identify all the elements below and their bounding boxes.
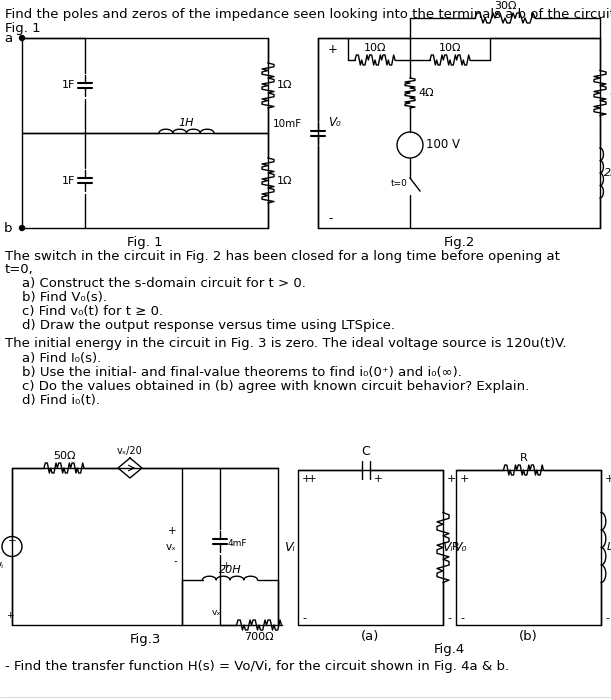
Text: 10Ω: 10Ω xyxy=(364,43,386,53)
Text: c) Do the values obtained in (b) agree with known circuit behavior? Explain.: c) Do the values obtained in (b) agree w… xyxy=(22,380,529,393)
Text: d) Find i₀(t).: d) Find i₀(t). xyxy=(22,394,100,407)
Text: b) Find V₀(s).: b) Find V₀(s). xyxy=(22,291,107,304)
Text: Fig.3: Fig.3 xyxy=(130,633,161,646)
Text: -: - xyxy=(328,212,332,225)
Text: -: - xyxy=(174,556,177,566)
Text: +: + xyxy=(460,474,469,484)
Text: 1F: 1F xyxy=(62,176,75,186)
Text: c) Find v₀(t) for t ≥ 0.: c) Find v₀(t) for t ≥ 0. xyxy=(22,305,163,318)
Text: t=0: t=0 xyxy=(391,179,408,188)
Text: 1F: 1F xyxy=(62,80,75,90)
Text: C: C xyxy=(361,445,370,458)
Text: +: + xyxy=(308,474,316,484)
Text: 100 V: 100 V xyxy=(426,139,460,151)
Text: - Find the transfer function H(s) = Vo/Vi, for the circuit shown in Fig. 4a & b.: - Find the transfer function H(s) = Vo/V… xyxy=(5,660,509,673)
Text: -: - xyxy=(302,613,306,623)
Text: 50Ω: 50Ω xyxy=(53,451,75,461)
Text: 1Ω: 1Ω xyxy=(277,80,293,90)
Circle shape xyxy=(20,36,24,41)
Text: t=0,: t=0, xyxy=(5,263,34,276)
Text: 20H: 20H xyxy=(219,565,241,575)
Text: +: + xyxy=(605,474,611,484)
Text: Vᵢ: Vᵢ xyxy=(284,541,295,554)
Text: 4mF: 4mF xyxy=(228,539,247,548)
Text: b: b xyxy=(4,221,12,234)
Text: +: + xyxy=(373,474,382,484)
Text: Fig.2: Fig.2 xyxy=(444,236,475,249)
Text: V₀: V₀ xyxy=(328,116,341,129)
Text: vᵢ: vᵢ xyxy=(0,561,4,570)
Text: L: L xyxy=(607,542,611,552)
Text: (b): (b) xyxy=(519,630,538,643)
Text: 1Ω: 1Ω xyxy=(277,176,293,186)
Text: 2H: 2H xyxy=(604,168,611,178)
Text: -: - xyxy=(447,613,451,623)
Text: R: R xyxy=(452,542,459,552)
Text: a: a xyxy=(4,32,12,45)
Text: Fig. 1: Fig. 1 xyxy=(5,22,40,35)
Text: +: + xyxy=(302,474,312,484)
Text: a) Construct the s-domain circuit for t > 0.: a) Construct the s-domain circuit for t … xyxy=(22,277,306,290)
Text: Find the poles and zeros of the impedance seen looking into the terminals a,b of: Find the poles and zeros of the impedanc… xyxy=(5,8,611,21)
Text: d) Draw the output response versus time using LTSpice.: d) Draw the output response versus time … xyxy=(22,319,395,332)
Text: vₓ/20: vₓ/20 xyxy=(117,446,143,456)
Text: +: + xyxy=(328,43,338,56)
Text: Vᵢ: Vᵢ xyxy=(442,541,453,554)
Text: 1H: 1H xyxy=(179,118,194,128)
Text: The initial energy in the circuit in Fig. 3 is zero. The ideal voltage source is: The initial energy in the circuit in Fig… xyxy=(5,337,566,350)
Text: Fig. 1: Fig. 1 xyxy=(127,236,163,249)
Circle shape xyxy=(20,225,24,230)
Text: +: + xyxy=(8,536,16,547)
Text: -: - xyxy=(460,613,464,623)
Text: a) Find I₀(s).: a) Find I₀(s). xyxy=(22,352,101,365)
Text: The switch in the circuit in Fig. 2 has been closed for a long time before openi: The switch in the circuit in Fig. 2 has … xyxy=(5,250,560,263)
Text: -: - xyxy=(605,613,609,623)
Text: 4Ω: 4Ω xyxy=(418,88,434,98)
Text: Fig.4: Fig.4 xyxy=(434,643,465,656)
Text: 10Ω: 10Ω xyxy=(439,43,461,53)
Text: +: + xyxy=(6,611,14,620)
Text: +: + xyxy=(222,561,230,570)
Text: +: + xyxy=(169,526,177,536)
Text: 30Ω: 30Ω xyxy=(494,1,516,11)
Text: +: + xyxy=(447,474,456,484)
Text: 700Ω: 700Ω xyxy=(244,632,274,642)
Text: 8Ω: 8Ω xyxy=(609,88,611,98)
Text: b) Use the initial- and final-value theorems to find i₀(0⁺) and i₀(∞).: b) Use the initial- and final-value theo… xyxy=(22,366,462,379)
Text: vₓ: vₓ xyxy=(211,608,221,617)
Text: 10mF: 10mF xyxy=(273,119,302,129)
Text: vₓ: vₓ xyxy=(165,542,176,552)
Text: R: R xyxy=(519,453,527,463)
Text: (a): (a) xyxy=(361,630,379,643)
Text: V₀: V₀ xyxy=(453,541,467,554)
